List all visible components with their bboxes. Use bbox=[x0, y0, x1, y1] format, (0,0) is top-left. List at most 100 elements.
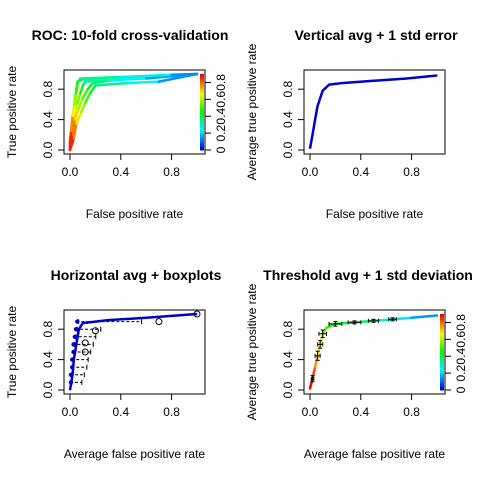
colorbar-segment bbox=[200, 108, 204, 111]
boxplot-outlier bbox=[81, 348, 89, 356]
panel-1: ROC: 10-fold cross-validation False posit… bbox=[5, 27, 228, 221]
colorbar-segment bbox=[200, 77, 204, 81]
series-segment bbox=[71, 103, 77, 118]
series-segment bbox=[77, 97, 84, 110]
x-tick-label: 0.8 bbox=[163, 405, 180, 419]
series-segment bbox=[76, 92, 82, 105]
series-segment bbox=[89, 84, 97, 95]
boxplot-outlier bbox=[91, 327, 99, 335]
curve-point bbox=[404, 77, 406, 80]
curve-point bbox=[78, 328, 80, 330]
colorbar-segment bbox=[440, 386, 444, 389]
y-tick-label: 0.8 bbox=[41, 321, 55, 338]
colorbar-segment bbox=[200, 93, 204, 96]
series-segment bbox=[410, 314, 439, 320]
colorbar-segment bbox=[440, 334, 444, 338]
panel-2: Vertical avg + 1 std error False positive… bbox=[245, 27, 458, 221]
x-tick-label: 0.4 bbox=[112, 165, 129, 179]
colorbar-segment bbox=[200, 144, 204, 147]
colorbar-segment bbox=[200, 94, 204, 98]
colorbar-segment bbox=[200, 100, 204, 103]
series-segment bbox=[78, 84, 84, 96]
colorbar-tick-label: 0.2 bbox=[454, 364, 468, 381]
x-axis-label: Average false positive rate bbox=[304, 447, 446, 461]
colorbar-segment bbox=[440, 342, 444, 345]
chart-title: Horizontal avg + boxplots bbox=[51, 267, 222, 283]
colorbar-segment bbox=[440, 314, 444, 317]
colorbar-segment bbox=[200, 132, 204, 136]
series-segment bbox=[170, 72, 199, 77]
y-tick-label: 0.4 bbox=[281, 351, 295, 368]
colorbar-segment bbox=[440, 348, 444, 351]
y-tick-label: 0.4 bbox=[281, 111, 295, 128]
series-segment bbox=[70, 114, 74, 133]
colorbar-segment bbox=[440, 367, 444, 370]
series-segment bbox=[91, 79, 110, 85]
plot-frame bbox=[303, 69, 446, 155]
colorbar-tick-label: 0 bbox=[214, 146, 228, 153]
y-tick-label: 0.8 bbox=[281, 81, 295, 98]
colorbar-segment bbox=[200, 142, 204, 145]
colorbar-segment bbox=[200, 127, 204, 130]
colorbar-segment bbox=[200, 123, 204, 126]
colorbar-segment bbox=[200, 148, 204, 151]
colorbar-segment bbox=[440, 359, 444, 362]
colorbar-segment bbox=[440, 346, 444, 349]
series-segment bbox=[73, 91, 78, 106]
average-point bbox=[68, 372, 74, 377]
curve-point bbox=[75, 343, 77, 345]
colorbar-segment bbox=[200, 138, 204, 141]
x-tick-label: 0.0 bbox=[62, 405, 79, 419]
series-segment bbox=[73, 106, 81, 121]
colorbar-segment bbox=[200, 79, 204, 83]
y-axis-label: Average true positive rate bbox=[245, 43, 259, 180]
average-point bbox=[73, 327, 79, 332]
curve-point bbox=[145, 317, 147, 319]
series-segment bbox=[75, 101, 79, 114]
colorbar-segment bbox=[200, 140, 204, 143]
y-axis-label: True positive rate bbox=[5, 66, 19, 159]
colorbar-segment bbox=[200, 129, 204, 132]
boxplot-outlier bbox=[155, 318, 163, 326]
panel-4: Threshold avg + 1 std deviation Average f… bbox=[245, 267, 473, 461]
plot-frame bbox=[63, 309, 206, 395]
colorbar-segment bbox=[200, 81, 204, 84]
curve-point bbox=[82, 322, 84, 324]
series-segment bbox=[75, 81, 79, 95]
curve-point bbox=[322, 90, 324, 92]
colorbar-segment bbox=[200, 125, 204, 128]
series-segment bbox=[325, 322, 337, 329]
colorbar-segment bbox=[440, 365, 444, 368]
colorbar-segment bbox=[440, 388, 444, 391]
y-axis-label: True positive rate bbox=[5, 306, 19, 399]
average-point bbox=[75, 319, 80, 324]
colorbar-tick-label: 0.6 bbox=[214, 91, 228, 108]
colorbar-segment bbox=[440, 333, 444, 336]
colorbar-segment bbox=[200, 87, 204, 90]
series-segment bbox=[75, 110, 83, 125]
y-tick-label: 0.4 bbox=[41, 111, 55, 128]
curve-point bbox=[314, 119, 316, 121]
average-curve bbox=[308, 74, 438, 149]
x-axis-label: Average false positive rate bbox=[64, 447, 206, 461]
average-point bbox=[71, 342, 76, 347]
y-tick-label: 0.8 bbox=[41, 81, 55, 98]
x-tick-label: 0.8 bbox=[403, 405, 420, 419]
colorbar-tick-label: 0.4 bbox=[454, 348, 468, 365]
colorbar-segment bbox=[440, 315, 444, 319]
colorbar-segment bbox=[200, 104, 204, 107]
colorbar-segment bbox=[200, 134, 204, 138]
colorbar-segment bbox=[440, 319, 444, 323]
curve-point bbox=[107, 319, 109, 321]
y-tick-label: 0.0 bbox=[41, 381, 55, 398]
colorbar-segment bbox=[200, 119, 204, 122]
colorbar-segment bbox=[200, 89, 204, 92]
colorbar-segment bbox=[440, 357, 444, 361]
colorbar-tick-label: 0.6 bbox=[454, 331, 468, 348]
colorbar-segment bbox=[440, 369, 444, 372]
curve-point bbox=[341, 82, 343, 84]
colorbar-segment bbox=[200, 121, 204, 124]
colorbar-segment bbox=[200, 117, 204, 121]
series-segment bbox=[106, 76, 148, 83]
